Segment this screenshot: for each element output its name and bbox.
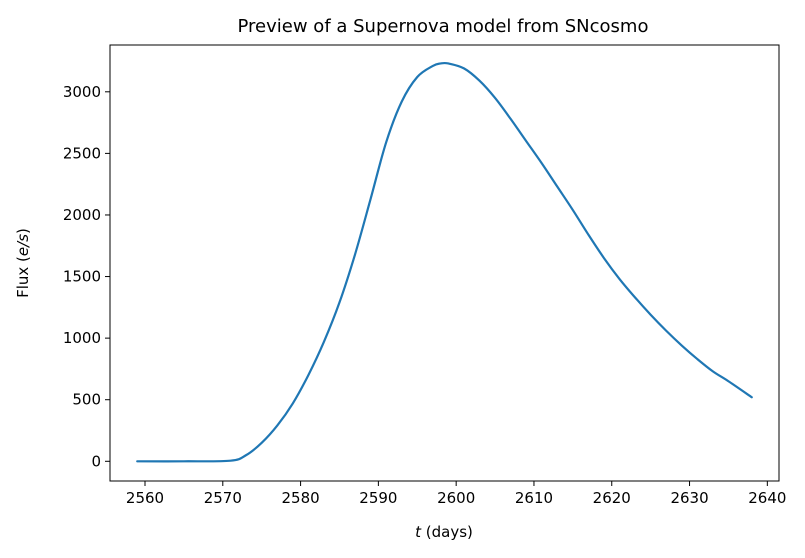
y-tick-label: 500 [72, 391, 101, 409]
y-axis-label-italic: e/s [14, 234, 32, 256]
y-tick-label: 3000 [63, 83, 101, 101]
y-tick-label: 2000 [63, 206, 101, 224]
x-axis-ticks: 2560 2570 2580 2590 2600 2610 2620 2630 2640 [126, 481, 786, 507]
flux-series-line [136, 61, 753, 463]
x-tick-label: 2600 [437, 489, 475, 507]
y-tick-label: 1500 [63, 268, 101, 286]
x-tick-label: 2620 [593, 489, 631, 507]
y-axis-label: Flux (e/s) [14, 228, 32, 298]
y-axis-label-post: ) [14, 228, 32, 234]
chart-title: Preview of a Supernova model from SNcosm… [238, 16, 649, 37]
y-axis-label-pre: Flux ( [14, 256, 32, 298]
x-axis-label: t (days) [415, 523, 473, 541]
y-tick-label: 0 [91, 452, 101, 470]
plot-area [110, 45, 779, 481]
x-tick-label: 2610 [515, 489, 553, 507]
x-axis-label-italic: t [415, 523, 422, 541]
y-axis-ticks: 0 500 1000 1500 2000 2500 3000 [63, 83, 110, 470]
plot-content [136, 61, 753, 463]
x-tick-label: 2560 [126, 489, 164, 507]
plot-frame [109, 44, 780, 482]
y-tick-label: 1000 [63, 329, 101, 347]
x-tick-label: 2630 [670, 489, 708, 507]
x-tick-label: 2590 [359, 489, 397, 507]
x-tick-label: 2640 [748, 489, 786, 507]
x-axis-label-rest: (days) [421, 523, 473, 541]
y-tick-label: 2500 [63, 144, 101, 162]
x-tick-label: 2580 [281, 489, 319, 507]
x-tick-label: 2570 [204, 489, 242, 507]
